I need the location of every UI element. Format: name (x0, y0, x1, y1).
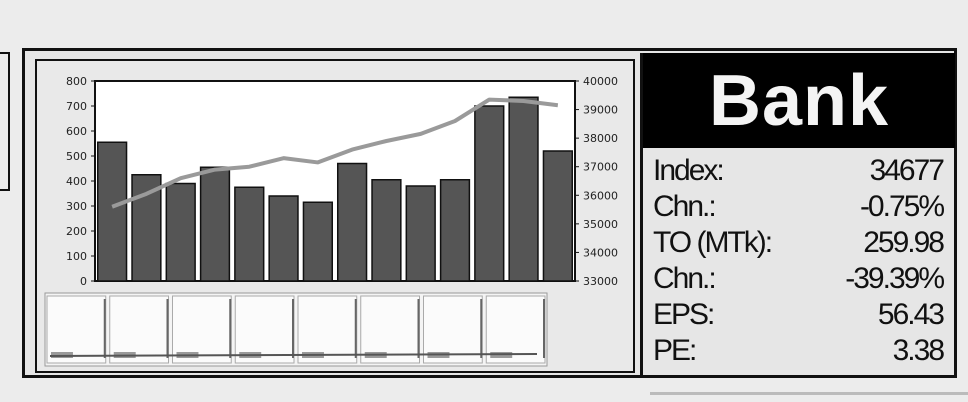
stat-value: 34677 (869, 154, 945, 187)
sector-panel: 0 100 200 300 400 500 600 700 800 33000 34000 35000… (22, 48, 957, 378)
stat-row-eps: EPS: 56.43 (653, 297, 945, 333)
stat-label: Index: (653, 154, 725, 187)
y2-tick-label: 33000 (583, 275, 618, 288)
y2-tick-label: 34000 (583, 246, 618, 259)
y2-tick-label: 40000 (583, 75, 618, 88)
chart-bar (165, 182, 196, 282)
stat-label: Chn.: (653, 262, 717, 295)
chart-bar (405, 185, 436, 282)
chart-bar (542, 150, 574, 282)
y-tick-label: 100 (66, 250, 87, 263)
stat-value: 56.43 (877, 298, 945, 331)
adjacent-panel-edge (0, 52, 10, 191)
y2-tick-label: 35000 (583, 218, 618, 231)
chart-bar (96, 141, 128, 282)
chart-bar (371, 179, 402, 282)
stat-label: Chn.: (653, 190, 717, 223)
y-tick-label: 600 (66, 125, 87, 138)
y-tick-label: 200 (66, 225, 87, 238)
navigator-cell (360, 295, 420, 364)
info-panel: Bank Index: 34677 Chn.: -0.75% TO (MTk):… (640, 53, 957, 375)
stat-row-turnover-change: Chn.: -39.39% (653, 261, 945, 297)
y-tick-label: 700 (66, 100, 87, 113)
stat-row-index-change: Chn.: -0.75% (653, 189, 945, 225)
panel-title: Bank (708, 60, 890, 141)
y2-tick-label: 38000 (583, 132, 618, 145)
y2-tick-label: 36000 (583, 189, 618, 202)
navigator-cell (234, 295, 295, 364)
navigator-cell (46, 295, 107, 364)
navigator-cell (109, 295, 169, 364)
stat-row-index: Index: 34677 (653, 153, 945, 189)
y2-tick-label: 39000 (583, 104, 618, 117)
y2-tick-label: 37000 (583, 161, 618, 174)
chart-bar (234, 186, 265, 282)
y-tick-label: 500 (66, 150, 87, 163)
chart-bar (336, 162, 368, 282)
chart-area: 0 100 200 300 400 500 600 700 800 33000 34000 35000… (35, 59, 635, 373)
chart-bar (474, 105, 505, 282)
navigator-baseline (49, 353, 538, 357)
stat-label: TO (MTk): (653, 226, 773, 259)
stat-value: -39.39% (845, 262, 945, 295)
y-tick-label: 800 (66, 75, 87, 88)
chart-bar (439, 179, 471, 282)
y-tick-label: 400 (66, 175, 87, 188)
navigator-cell (423, 295, 483, 364)
navigator-cell (297, 295, 358, 364)
navigator-cell (485, 295, 546, 364)
y-tick-label: 0 (80, 275, 87, 288)
title-box: Bank (643, 53, 955, 148)
chart-bar (302, 201, 334, 282)
y-tick-label: 300 (66, 200, 87, 213)
chart-bar (268, 195, 299, 282)
chart-bar (508, 96, 539, 282)
stat-value: -0.75% (859, 190, 945, 223)
stat-label: PE: (653, 334, 697, 367)
stat-value: 3.38 (892, 334, 945, 367)
chart-bar (199, 166, 231, 282)
bottom-divider (650, 392, 968, 395)
chart-series-line (111, 97, 559, 209)
stat-label: EPS: (653, 298, 715, 331)
stat-value: 259.98 (863, 226, 945, 259)
stat-row-turnover: TO (MTk): 259.98 (653, 225, 945, 261)
stats-list: Index: 34677 Chn.: -0.75% TO (MTk): 259.… (653, 153, 945, 369)
stat-row-pe: PE: 3.38 (653, 333, 945, 369)
sector-chart: 0 100 200 300 400 500 600 700 800 33000 34000 35000… (44, 75, 618, 367)
